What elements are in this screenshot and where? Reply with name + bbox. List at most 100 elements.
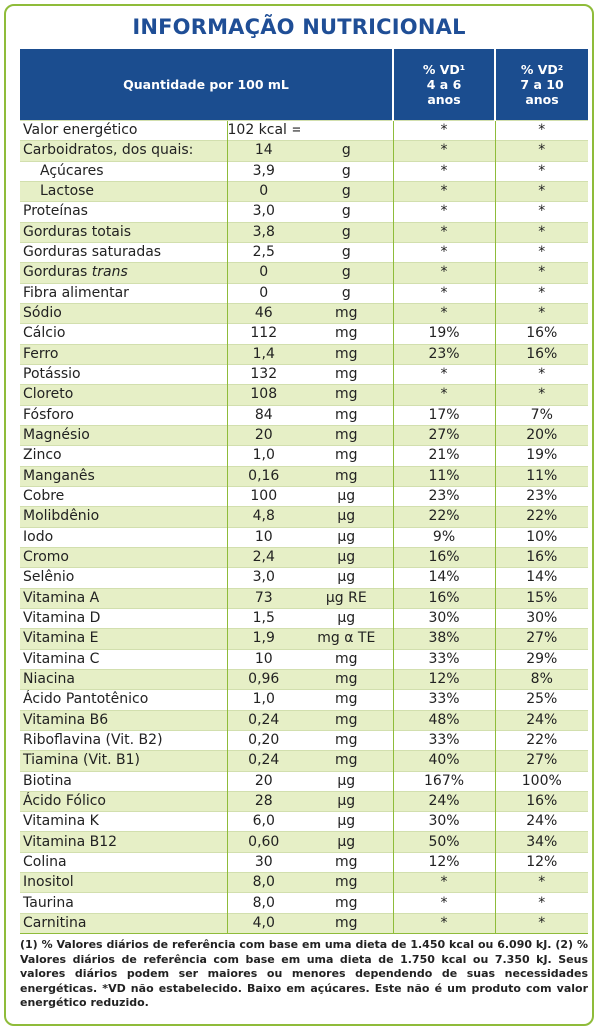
nutrient-name: Potássio bbox=[20, 363, 227, 385]
nutrient-amount: 73 bbox=[226, 587, 300, 609]
nutrient-name: Molibdênio bbox=[20, 506, 227, 528]
nutrient-vd1: * bbox=[392, 262, 496, 284]
table-row: Sódio 46 mg * * bbox=[20, 302, 589, 324]
vd1-header-unit: anos bbox=[427, 92, 461, 107]
nutrient-unit: mg bbox=[300, 465, 394, 487]
table-row: Vitamina B12 0,60 µg 50% 34% bbox=[20, 831, 589, 853]
nutrient-unit: mg bbox=[300, 648, 394, 670]
nutrient-unit: mg bbox=[300, 404, 394, 426]
nutrient-vd2: 16% bbox=[494, 323, 589, 345]
nutrient-name: Colina bbox=[20, 851, 227, 873]
nutrient-name: Riboflavina (Vit. B2) bbox=[20, 729, 227, 751]
nutrient-vd1: 40% bbox=[392, 750, 496, 771]
nutrient-vd2: 24% bbox=[494, 811, 589, 832]
page-title: INFORMAÇÃO NUTRICIONAL bbox=[132, 15, 466, 39]
nutrient-amount: 0,24 bbox=[226, 750, 300, 771]
nutrient-vd2: * bbox=[494, 912, 589, 935]
nutrient-amount: 0,16 bbox=[226, 465, 300, 487]
nutrient-vd2: 12% bbox=[494, 851, 589, 873]
nutrient-vd1: * bbox=[392, 872, 496, 893]
table-row: Ácido Fólico 28 µg 24% 16% bbox=[20, 790, 589, 812]
nutrient-vd2: 100% bbox=[494, 770, 589, 792]
nutrient-name: Cromo bbox=[20, 546, 227, 568]
nutrient-unit: g bbox=[300, 160, 394, 182]
table-row: Vitamina D 1,5 µg 30% 30% bbox=[20, 607, 589, 629]
nutrient-amount: 46 bbox=[226, 302, 300, 324]
table-row: Fósforo 84 mg 17% 7% bbox=[20, 404, 589, 426]
nutrient-amount: 8,0 bbox=[226, 872, 300, 893]
nutrient-amount: 0,24 bbox=[226, 709, 300, 731]
nutrient-unit: mg bbox=[300, 343, 394, 365]
nutrient-vd1: * bbox=[392, 241, 496, 263]
nutrient-name: Fibra alimentar bbox=[20, 282, 227, 304]
nutrient-amount: 28 bbox=[226, 790, 300, 812]
nutrient-name: Cloreto bbox=[20, 384, 227, 406]
nutrient-vd2: * bbox=[494, 892, 589, 914]
nutrient-unit: mg bbox=[300, 323, 394, 345]
nutrient-name: Proteínas bbox=[20, 201, 227, 223]
nutrient-amount: 132 bbox=[226, 363, 300, 385]
nutrient-vd1: 22% bbox=[392, 506, 496, 528]
nutrient-amount: 3,9 bbox=[226, 160, 300, 182]
nutrient-vd1: * bbox=[392, 363, 496, 385]
nutrient-amount: 0,96 bbox=[226, 668, 300, 690]
nutrient-amount: 1,0 bbox=[226, 445, 300, 467]
nutrient-vd2: * bbox=[494, 180, 589, 202]
nutrient-vd2: * bbox=[494, 262, 589, 284]
nutrient-amount: 3,8 bbox=[226, 221, 300, 243]
table-row: Tiamina (Vit. B1) 0,24 mg 40% 27% bbox=[20, 750, 589, 771]
nutrient-name: Biotina bbox=[20, 770, 227, 792]
nutrient-name: Cobre bbox=[20, 485, 227, 507]
table-row: Cromo 2,4 µg 16% 16% bbox=[20, 546, 589, 568]
nutrient-vd1: 17% bbox=[392, 404, 496, 426]
nutrient-amount: 0 bbox=[226, 262, 300, 284]
nutrient-vd1: * bbox=[392, 160, 496, 182]
table-row: Ácido Pantotênico 1,0 mg 33% 25% bbox=[20, 689, 589, 711]
vd2-header-label: % VD² bbox=[520, 62, 564, 77]
nutrient-unit: g bbox=[300, 282, 394, 304]
nutrient-name: Niacina bbox=[20, 668, 227, 690]
nutrient-vd1: 14% bbox=[392, 567, 496, 589]
nutrient-unit: mg bbox=[300, 384, 394, 406]
nutrient-vd1: 12% bbox=[392, 668, 496, 690]
table-row: Vitamina A 73 µg RE 16% 15% bbox=[20, 587, 589, 609]
nutrient-unit: µg bbox=[300, 546, 394, 568]
nutrient-name: Fósforo bbox=[20, 404, 227, 426]
table-row: Vitamina E 1,9 mg α TE 38% 27% bbox=[20, 628, 589, 650]
nutrient-vd2: 22% bbox=[494, 506, 589, 528]
nutrient-unit bbox=[300, 119, 394, 141]
nutrient-vd2: 8% bbox=[494, 668, 589, 690]
table-row: Taurina 8,0 mg * * bbox=[20, 892, 589, 914]
nutrient-vd2: 14% bbox=[494, 567, 589, 589]
nutrient-vd1: 16% bbox=[392, 587, 496, 609]
nutrient-vd2: 10% bbox=[494, 526, 589, 548]
table-row: Manganês 0,16 mg 11% 11% bbox=[20, 465, 589, 487]
nutrient-vd1: 21% bbox=[392, 445, 496, 467]
table-row: Biotina 20 µg 167% 100% bbox=[20, 770, 589, 792]
nutrient-vd1: * bbox=[392, 140, 496, 162]
nutrient-unit: mg bbox=[300, 668, 394, 690]
nutrient-amount: 0 bbox=[226, 282, 300, 304]
nutrient-vd1: 23% bbox=[392, 485, 496, 507]
nutrient-name: Ácido Pantotênico bbox=[20, 689, 227, 711]
nutrient-amount: 30 bbox=[226, 851, 300, 873]
nutrient-vd2: * bbox=[494, 384, 589, 406]
nutrient-vd1: 30% bbox=[392, 811, 496, 832]
nutrient-unit: mg bbox=[300, 689, 394, 711]
nutrient-amount: 10 bbox=[226, 526, 300, 548]
table-row: Lactose 0 g * * bbox=[20, 180, 589, 202]
nutrient-vd2: 27% bbox=[494, 750, 589, 771]
nutrient-vd2: * bbox=[494, 140, 589, 162]
nutrient-amount: 1,5 bbox=[226, 607, 300, 629]
nutrient-name: Lactose bbox=[20, 180, 227, 202]
nutrient-vd1: 9% bbox=[392, 526, 496, 548]
nutrient-name: Valor energético bbox=[20, 119, 227, 141]
nutrient-name: Cálcio bbox=[20, 323, 227, 345]
nutrient-vd2: * bbox=[494, 119, 589, 141]
table-header-row: Quantidade por 100 mL % VD¹ 4 a 6 anos %… bbox=[20, 49, 589, 121]
table-row: Vitamina B6 0,24 mg 48% 24% bbox=[20, 709, 589, 731]
nutrient-unit: µg RE bbox=[300, 587, 394, 609]
table-row: Selênio 3,0 µg 14% 14% bbox=[20, 567, 589, 589]
nutrient-vd1: 23% bbox=[392, 343, 496, 365]
